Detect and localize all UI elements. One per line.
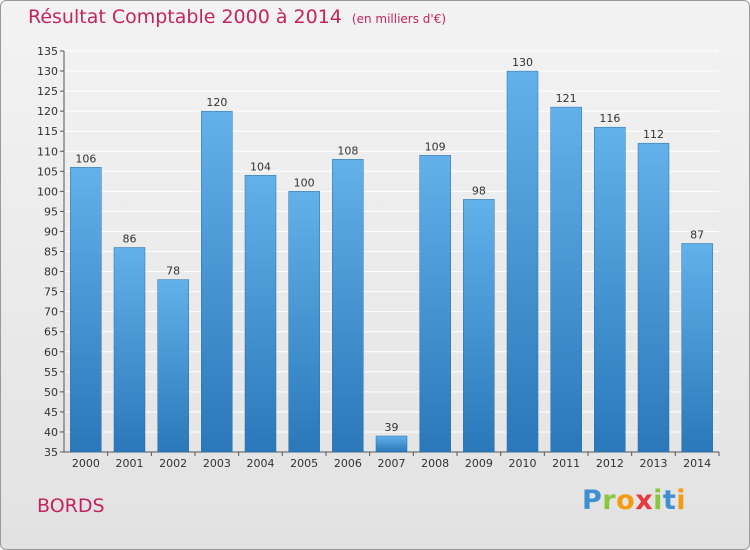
x-tick-label: 2011 <box>552 457 580 470</box>
y-tick-label: 40 <box>44 426 58 439</box>
logo-letter: r <box>602 485 617 516</box>
y-tick-label: 90 <box>44 225 58 238</box>
bar-2012 <box>594 126 626 453</box>
bar-2001 <box>113 247 146 453</box>
x-tick-label: 2002 <box>159 457 187 470</box>
value-label: 87 <box>690 228 704 241</box>
bar-2005 <box>288 191 320 453</box>
y-tick-label: 120 <box>37 105 58 118</box>
bar-2014 <box>681 243 713 453</box>
x-tick-label: 2001 <box>116 457 144 470</box>
value-label: 112 <box>643 128 664 141</box>
bar-2006 <box>332 159 364 453</box>
bar-2010 <box>506 70 539 453</box>
bar-2009 <box>463 199 495 453</box>
chart-title: Résultat Comptable 2000 à 2014 <box>28 6 342 28</box>
x-tick-label: 2010 <box>509 457 537 470</box>
value-label: 106 <box>75 152 96 165</box>
y-tick-label: 100 <box>37 185 58 198</box>
y-tick-label: 85 <box>44 246 58 259</box>
value-label: 130 <box>512 56 533 69</box>
proxiti-logo: Proxiti <box>582 485 686 516</box>
value-label: 39 <box>385 421 399 434</box>
chart-title-block: Résultat Comptable 2000 à 2014 (en millie… <box>28 6 446 28</box>
y-tick-label: 135 <box>37 45 58 58</box>
x-tick-label: 2000 <box>72 457 100 470</box>
value-label: 116 <box>599 112 620 125</box>
value-label: 121 <box>556 92 577 105</box>
y-tick-label: 80 <box>44 266 58 279</box>
x-tick-label: 2014 <box>683 457 711 470</box>
x-tick-label: 2003 <box>203 457 231 470</box>
bar-2007 <box>375 435 408 453</box>
y-tick-label: 105 <box>37 165 58 178</box>
bar-2011 <box>550 106 582 453</box>
value-label: 100 <box>294 176 315 189</box>
chart-subtitle: (en milliers d'€) <box>351 12 447 26</box>
y-tick-label: 130 <box>37 65 58 78</box>
x-tick-label: 2008 <box>421 457 449 470</box>
logo-letter: P <box>582 485 603 516</box>
logo-letter: i <box>653 485 663 516</box>
bar-2003 <box>201 110 233 453</box>
y-tick-label: 50 <box>44 386 58 399</box>
y-tick-label: 110 <box>37 145 58 158</box>
value-label: 86 <box>123 232 137 245</box>
y-tick-label: 45 <box>44 406 58 419</box>
value-label: 108 <box>337 144 358 157</box>
x-tick-label: 2012 <box>596 457 624 470</box>
x-tick-label: 2007 <box>378 457 406 470</box>
y-tick-label: 35 <box>44 446 58 459</box>
value-label: 98 <box>472 184 486 197</box>
bar-2000 <box>70 167 102 453</box>
x-tick-label: 2009 <box>465 457 493 470</box>
y-tick-label: 95 <box>44 205 58 218</box>
logo-letter: o <box>616 485 636 516</box>
y-tick-label: 70 <box>44 306 58 319</box>
logo-letter: x <box>635 485 654 516</box>
bar-2002 <box>157 279 189 453</box>
y-tick-label: 65 <box>44 326 58 339</box>
x-tick-label: 2013 <box>640 457 668 470</box>
logo-letter: t <box>662 485 677 516</box>
value-label: 120 <box>206 96 227 109</box>
x-tick-label: 2006 <box>334 457 362 470</box>
value-label: 109 <box>425 140 446 153</box>
commune-name: BORDS <box>37 495 105 517</box>
logo-letter: i <box>676 485 687 516</box>
x-tick-label: 2005 <box>290 457 318 470</box>
bar-2004 <box>244 175 277 453</box>
y-tick-label: 115 <box>37 125 58 138</box>
y-tick-label: 75 <box>44 286 58 299</box>
bar-2008 <box>419 155 451 453</box>
value-label: 104 <box>250 160 271 173</box>
y-tick-label: 125 <box>37 85 58 98</box>
value-label: 78 <box>166 265 180 278</box>
bar-2013 <box>637 142 670 453</box>
y-tick-label: 60 <box>44 346 58 359</box>
x-tick-label: 2004 <box>247 457 275 470</box>
y-tick-label: 55 <box>44 366 58 379</box>
